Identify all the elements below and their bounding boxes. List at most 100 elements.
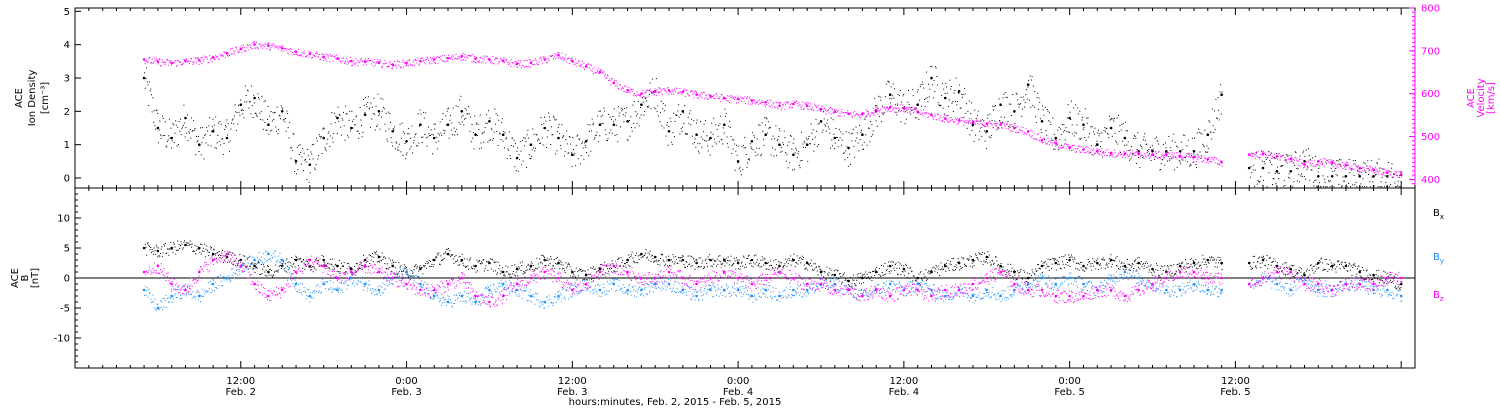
sample-dot: [541, 254, 543, 256]
sample-dot: [754, 255, 755, 257]
sample-dot: [376, 61, 378, 63]
sample-dot: [856, 132, 858, 134]
sample-dot: [531, 149, 533, 151]
sample-dot: [448, 107, 449, 109]
sample-dot: [1039, 101, 1041, 103]
sample-dot: [544, 265, 546, 266]
sample-dot: [1052, 142, 1054, 144]
sample-dot: [1061, 145, 1063, 146]
sample-dot: [712, 258, 714, 260]
sample-dot: [1395, 186, 1397, 188]
sample-dot: [956, 104, 958, 106]
sample-dot: [903, 93, 905, 95]
sample-dot: [229, 49, 231, 51]
sample-dot: [928, 83, 929, 85]
sample-dot: [725, 97, 727, 99]
sample-dot: [665, 90, 667, 92]
sample-dot: [1026, 133, 1028, 135]
sample-dot: [1180, 163, 1182, 165]
sample-dot: [442, 259, 444, 260]
sample-dot: [1350, 169, 1352, 171]
sample-dot: [968, 100, 970, 102]
sample-dot: [745, 263, 746, 265]
sample-dot: [336, 133, 338, 135]
sample-dot: [561, 124, 563, 126]
sample-dot: [1196, 158, 1198, 160]
sample-dot: [1151, 154, 1153, 155]
sample-dot: [633, 122, 635, 124]
sample-dot: [1354, 163, 1356, 165]
sample-dot: [1268, 172, 1270, 174]
sample-dot: [398, 271, 400, 273]
sample-dot: [264, 42, 266, 44]
sample-dot: [254, 112, 256, 114]
sample-dot: [360, 59, 362, 61]
sample-dot: [897, 103, 898, 105]
sample-dot: [1280, 156, 1282, 158]
sample-dot: [622, 114, 624, 116]
sample-dot: [468, 113, 470, 115]
sample-dot: [224, 125, 226, 126]
sample-dot: [224, 52, 226, 54]
sample-dot: [702, 91, 704, 93]
sample-dot: [1127, 154, 1128, 156]
sample-dot: [705, 97, 707, 99]
sample-dot: [850, 113, 852, 115]
sample-dot: [242, 255, 244, 257]
sample-dot: [402, 59, 404, 61]
sample-dot: [691, 118, 693, 120]
sample-dot: [372, 106, 373, 108]
sample-dot: [550, 256, 552, 258]
sample-dot: [520, 270, 522, 271]
sample-dot: [497, 63, 499, 65]
sample-dot: [1140, 154, 1142, 156]
sample-dot: [479, 260, 481, 261]
sample-dot: [809, 105, 811, 107]
sample-dot: [1172, 155, 1174, 157]
sample-dot: [987, 125, 989, 127]
sample-dot: [1387, 176, 1389, 177]
sample-dot: [740, 174, 742, 176]
sample-dot: [1323, 178, 1325, 180]
sample-dot: [671, 261, 673, 263]
sample-dot: [530, 61, 532, 63]
sample-dot: [207, 144, 209, 146]
sample-dot: [581, 64, 583, 66]
sample-dot: [777, 271, 779, 273]
sample-dot: [564, 270, 565, 272]
sample-dot: [514, 166, 516, 168]
sample-dot: [495, 57, 497, 59]
sample-dot: [565, 54, 567, 56]
sample-dot: [818, 266, 820, 268]
sample-dot: [421, 266, 423, 268]
sample-dot: [735, 97, 737, 99]
sample-dot: [952, 121, 954, 122]
sample-dot: [214, 258, 216, 260]
sample-dot: [1083, 149, 1085, 151]
sample-dot: [521, 265, 523, 266]
sample-dot: [322, 128, 324, 130]
sample-dot: [483, 259, 485, 260]
data-point: [709, 136, 712, 140]
sample-dot: [795, 262, 797, 263]
sample-dot: [1321, 163, 1323, 165]
sample-dot: [1147, 151, 1148, 153]
sample-dot: [685, 133, 687, 135]
sample-dot: [171, 247, 172, 249]
sample-dot: [940, 104, 942, 106]
sample-dot: [1282, 155, 1284, 156]
sample-dot: [519, 64, 521, 66]
sample-dot: [1254, 157, 1256, 159]
sample-dot: [465, 266, 467, 267]
sample-dot: [1046, 142, 1048, 144]
sample-dot: [1042, 142, 1044, 143]
sample-dot: [173, 142, 175, 143]
sample-dot: [843, 152, 845, 154]
sample-dot: [311, 144, 313, 146]
sample-dot: [1008, 124, 1010, 126]
sample-dot: [1286, 162, 1288, 164]
data-point: [1220, 93, 1223, 96]
sample-dot: [802, 101, 804, 103]
sample-dot: [1341, 185, 1343, 187]
sample-dot: [1137, 151, 1139, 153]
